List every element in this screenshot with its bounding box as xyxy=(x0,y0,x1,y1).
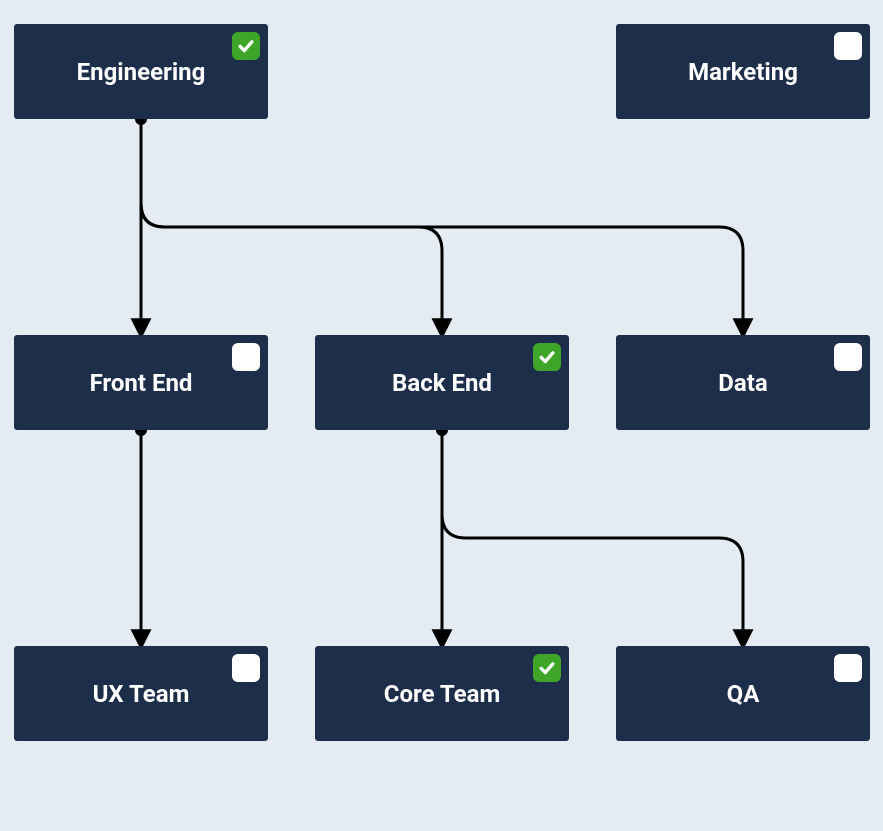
check-icon xyxy=(537,347,557,367)
node-checkbox[interactable] xyxy=(232,32,260,60)
node-label: Core Team xyxy=(384,680,501,708)
node-uxteam[interactable]: UX Team xyxy=(14,646,268,741)
check-icon xyxy=(537,658,557,678)
node-engineering[interactable]: Engineering xyxy=(14,24,268,119)
node-checkbox[interactable] xyxy=(834,343,862,371)
node-checkbox[interactable] xyxy=(232,654,260,682)
edge xyxy=(442,430,743,646)
node-frontend[interactable]: Front End xyxy=(14,335,268,430)
node-label: UX Team xyxy=(93,680,190,708)
node-checkbox[interactable] xyxy=(533,654,561,682)
check-icon xyxy=(236,36,256,56)
node-backend[interactable]: Back End xyxy=(315,335,569,430)
node-checkbox[interactable] xyxy=(834,654,862,682)
node-label: Marketing xyxy=(688,58,798,86)
edge xyxy=(141,119,442,335)
node-data[interactable]: Data xyxy=(616,335,870,430)
node-qa[interactable]: QA xyxy=(616,646,870,741)
node-coreteam[interactable]: Core Team xyxy=(315,646,569,741)
node-label: Engineering xyxy=(77,58,206,86)
edge xyxy=(141,119,743,335)
node-marketing[interactable]: Marketing xyxy=(616,24,870,119)
org-tree-canvas: Engineering Marketing Front End Back End Dat… xyxy=(0,0,883,831)
node-checkbox[interactable] xyxy=(232,343,260,371)
node-label: Data xyxy=(718,369,767,397)
node-label: Front End xyxy=(90,369,193,397)
node-label: QA xyxy=(727,680,760,708)
node-checkbox[interactable] xyxy=(533,343,561,371)
node-checkbox[interactable] xyxy=(834,32,862,60)
node-label: Back End xyxy=(392,369,492,397)
